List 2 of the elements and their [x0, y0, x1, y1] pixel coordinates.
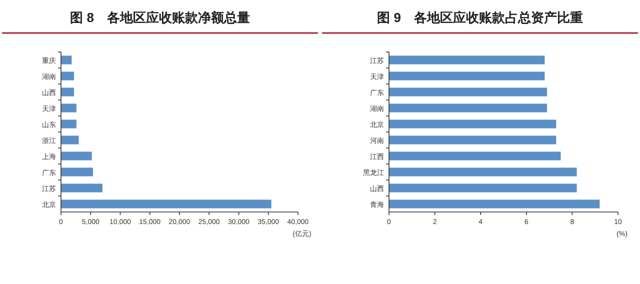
chart-title: 图 8 各地区应收账款净额总量 [70, 10, 250, 25]
chart-title: 图 9 各地区应收账款占总资产比重 [377, 10, 583, 25]
